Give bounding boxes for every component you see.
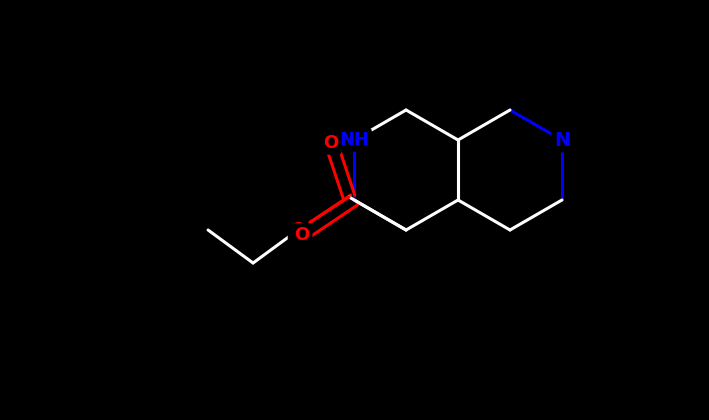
Text: O: O	[291, 221, 306, 239]
Text: O: O	[294, 226, 310, 244]
Text: O: O	[323, 134, 339, 152]
Text: NH: NH	[339, 131, 369, 149]
Text: N: N	[554, 131, 570, 150]
